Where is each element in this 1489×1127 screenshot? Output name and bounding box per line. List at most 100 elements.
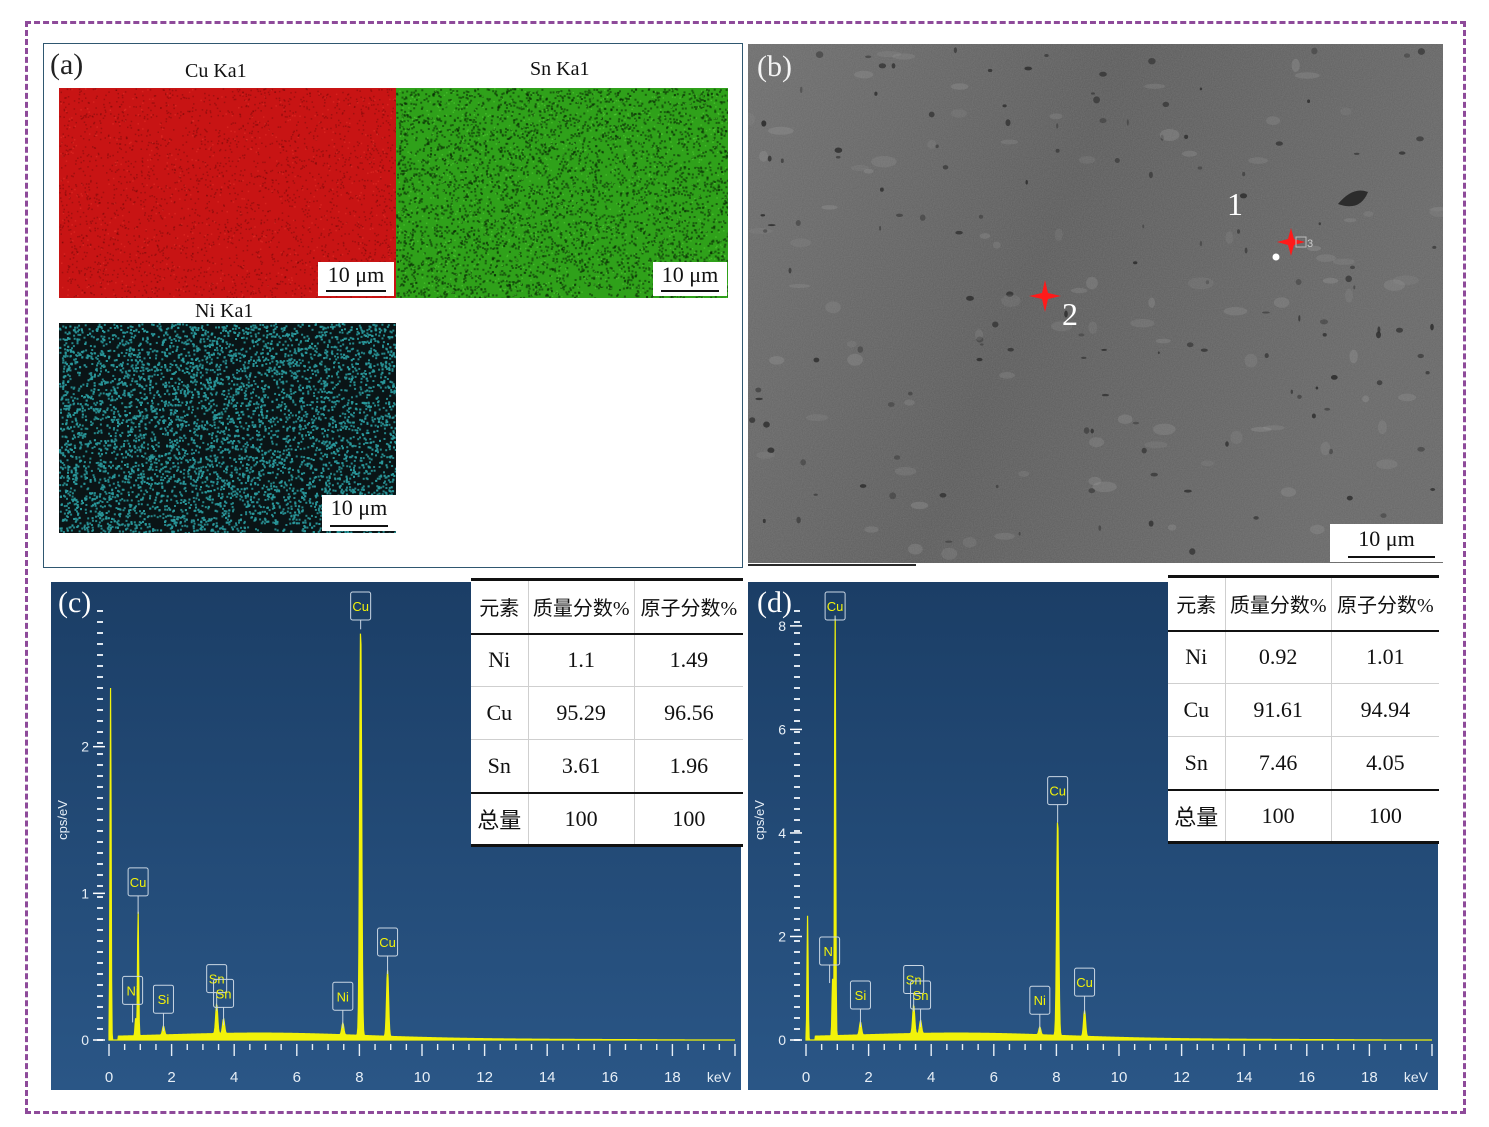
cu-map-title: Cu Ka1: [185, 60, 247, 82]
table-row: Ni 0.92 1.01: [1168, 630, 1439, 684]
x-tick-label: 12: [476, 1069, 493, 1086]
peak-label-ni: Ni: [1029, 985, 1051, 1033]
point-2-label: 2: [1062, 296, 1078, 332]
y-axis-label: cps/eV: [752, 800, 767, 840]
y-tick-label: 1: [81, 885, 89, 901]
x-tick-label: 4: [927, 1069, 935, 1086]
x-tick-label: 16: [1298, 1069, 1315, 1086]
x-tick-label: 8: [1052, 1069, 1060, 1086]
panel-a-label: (a): [50, 48, 84, 81]
table-cell: 3.61: [527, 739, 635, 793]
table-cell: 100: [527, 792, 635, 846]
sem-bright-particle: [1272, 253, 1280, 261]
x-tick-label: 6: [293, 1069, 301, 1086]
cu-scale-bar: 10 μm: [318, 262, 394, 296]
x-tick-label: 14: [1236, 1069, 1253, 1086]
table-cell: 100: [633, 792, 743, 846]
table-cell: Ni: [1185, 644, 1208, 670]
y-axis-label: cps/eV: [55, 800, 70, 840]
table-cell: 1.01: [1330, 630, 1439, 684]
ni-scale-text: 10 μm: [330, 495, 388, 520]
eds-table-c: 元素 质量分数% 原子分数% Ni 1.1 1.49 Cu 95.29 96.5…: [471, 578, 743, 847]
table-row: Cu 95.29 96.56: [471, 686, 743, 740]
sem-bottom-line: [748, 564, 916, 566]
y-tick-label: 2: [81, 739, 89, 755]
point-1-label: 1: [1227, 186, 1243, 222]
peak-label-cu: Cu: [824, 591, 846, 621]
peak-label-ni: Ni: [332, 981, 354, 1029]
table-cell: 0.92: [1224, 630, 1332, 684]
table-cell: 96.56: [633, 686, 743, 740]
table-row: Sn 3.61 1.96: [471, 739, 743, 793]
x-axis-label: keV: [707, 1069, 732, 1085]
peak-label-cu: Cu: [350, 591, 372, 630]
table-c-header-mass: 质量分数%: [527, 579, 635, 634]
peak-label-ni: Ni: [819, 936, 841, 984]
table-cell: Sn: [1168, 736, 1226, 790]
peak-label-sn: Sn: [910, 980, 932, 1028]
x-tick-label: 10: [414, 1069, 431, 1086]
y-tick-label: 8: [778, 618, 786, 634]
sem-scale-bar: 10 μm: [1330, 524, 1443, 562]
peak-label-cu: Cu: [127, 867, 149, 914]
eds-table-d: 元素 质量分数% 原子分数% Ni 0.92 1.01 Cu 91.61 94.…: [1168, 575, 1439, 844]
table-row-total: 总量 100 100: [471, 792, 743, 846]
peak-label-cu: Cu: [1047, 776, 1069, 823]
table-cell: 4.05: [1330, 736, 1439, 790]
table-cell: 95.29: [527, 686, 635, 740]
table-row-total: 总量 100 100: [1168, 789, 1439, 843]
x-tick-label: 10: [1111, 1069, 1128, 1086]
dashed-figure-frame: [25, 21, 1466, 1114]
table-cell: 7.46: [1224, 736, 1332, 790]
y-tick-label: 6: [778, 721, 786, 737]
x-axis-label: keV: [1404, 1069, 1429, 1085]
panel-c-label: (c): [58, 586, 92, 619]
x-tick-label: 6: [990, 1069, 998, 1086]
table-d-header-atomic: 原子分数%: [1330, 576, 1439, 631]
point-2-marker: [1029, 280, 1061, 312]
peak-label-sn: Sn: [903, 965, 925, 1012]
x-tick-label: 0: [105, 1069, 113, 1086]
x-tick-label: 14: [539, 1069, 556, 1086]
table-cell: Cu: [1168, 683, 1226, 737]
peak-label-sn: Sn: [213, 978, 235, 1026]
x-tick-label: 8: [355, 1069, 363, 1086]
point-3-small-label: 3: [1307, 238, 1313, 250]
spectrum-trace: [108, 633, 735, 1041]
peak-label-si: Si: [152, 984, 174, 1032]
y-tick-label: 0: [778, 1032, 786, 1048]
table-cell: 1.49: [633, 633, 743, 687]
table-row: Sn 7.46 4.05: [1168, 736, 1439, 790]
table-cell: 94.94: [1330, 683, 1439, 737]
sn-scale-text: 10 μm: [661, 262, 719, 287]
table-cell: 100: [1330, 789, 1439, 843]
x-tick-label: 18: [664, 1069, 681, 1086]
table-cell: 91.61: [1224, 683, 1332, 737]
table-cell: 1.96: [633, 739, 743, 793]
table-cell: 1.1: [527, 633, 635, 687]
sem-micrograph: 3: [748, 44, 1443, 563]
ni-map-title: Ni Ka1: [195, 300, 254, 322]
table-cell: 总量: [1174, 804, 1219, 830]
table-row: Ni 1.1 1.49: [471, 633, 743, 687]
panel-b-label: (b): [757, 50, 792, 83]
table-cell: 总量: [477, 807, 522, 833]
table-d-header-mass: 质量分数%: [1224, 576, 1332, 631]
table-cell: Ni: [488, 647, 511, 673]
cu-scale-text: 10 μm: [327, 262, 385, 287]
y-tick-label: 4: [778, 825, 786, 841]
table-c-header-atomic: 原子分数%: [633, 579, 743, 634]
peak-label-cu: Cu: [377, 927, 399, 974]
peak-label-si: Si: [849, 980, 871, 1028]
x-tick-label: 4: [230, 1069, 238, 1086]
table-cell: Cu: [471, 686, 529, 740]
table-cell: 100: [1224, 789, 1332, 843]
point-1-marker: [1277, 228, 1305, 256]
spectrum-trace: [805, 618, 1432, 1041]
panel-d-label: (d): [757, 586, 792, 619]
ni-scale-bar: 10 μm: [322, 495, 396, 531]
peak-label-cu: Cu: [1074, 967, 1096, 1015]
x-tick-label: 12: [1173, 1069, 1190, 1086]
peak-label-ni: Ni: [122, 975, 144, 1023]
x-tick-label: 0: [802, 1069, 810, 1086]
